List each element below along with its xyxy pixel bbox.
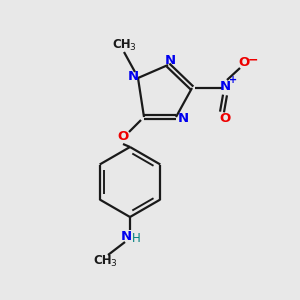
Text: N: N — [177, 112, 189, 124]
Text: O: O — [219, 112, 231, 124]
Text: +: + — [229, 75, 237, 85]
Text: H: H — [132, 232, 140, 244]
Text: N: N — [120, 230, 132, 242]
Text: −: − — [248, 53, 258, 67]
Text: 3: 3 — [129, 44, 135, 52]
Text: CH: CH — [94, 254, 112, 268]
Text: O: O — [238, 56, 250, 70]
Text: O: O — [117, 130, 129, 143]
Text: 3: 3 — [110, 260, 116, 268]
Text: N: N — [128, 70, 139, 83]
Text: N: N — [219, 80, 231, 94]
Text: N: N — [164, 53, 175, 67]
Text: CH: CH — [113, 38, 131, 52]
